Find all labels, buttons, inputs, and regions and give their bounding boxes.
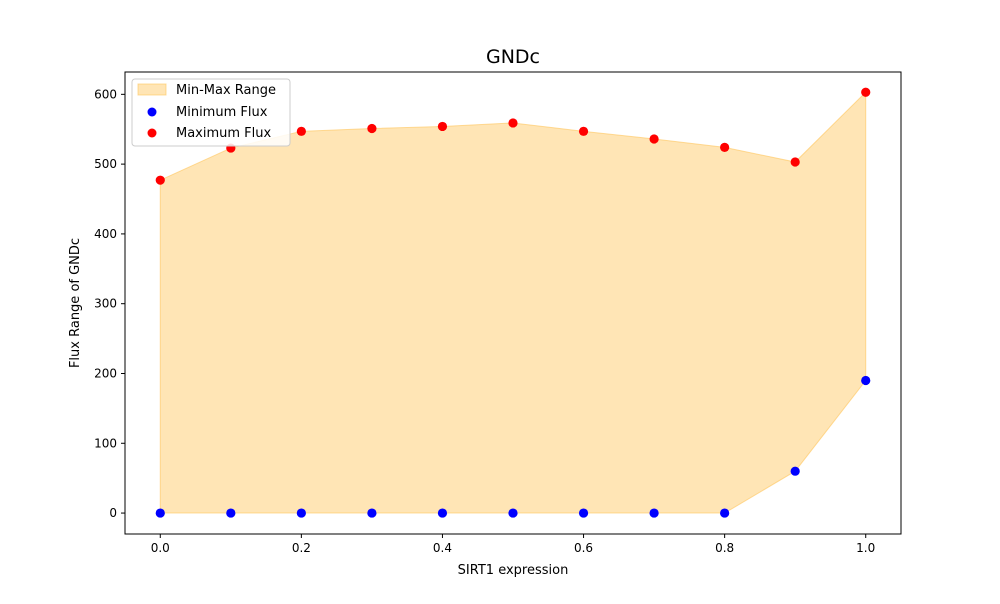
minimum-flux-point — [296, 508, 306, 518]
minimum-flux-point — [790, 466, 800, 476]
y-tick-label: 500 — [94, 157, 117, 171]
legend-label-minimum: Minimum Flux — [176, 105, 268, 120]
minimum-flux-point — [861, 375, 871, 386]
x-tick-label: 0.8 — [715, 541, 734, 555]
x-axis-label: SIRT1 expression — [458, 563, 569, 578]
legend-label-maximum: Maximum Flux — [176, 126, 272, 141]
x-tick-label: 0.6 — [574, 541, 593, 555]
x-tick-label: 0.0 — [151, 541, 170, 555]
y-axis-ticks: 0 100 200 300 400 500 600 — [94, 87, 125, 520]
x-tick-label: 0.2 — [292, 541, 311, 555]
y-tick-label: 0 — [109, 506, 117, 520]
minimum-flux-point — [367, 508, 377, 518]
y-tick-label: 100 — [94, 436, 117, 450]
maximum-flux-point — [508, 118, 518, 128]
x-tick-label: 0.4 — [433, 541, 452, 555]
min-max-range-area — [159, 91, 867, 514]
maximum-flux-point — [437, 121, 448, 132]
plot-area — [124, 71, 902, 535]
legend-frame — [131, 78, 291, 147]
y-tick-label: 200 — [94, 366, 117, 380]
legend-label-range: Min-Max Range — [176, 83, 276, 98]
x-tick-label: 1.0 — [856, 541, 875, 555]
legend: Min-Max Range Minimum Flux Maximum Flux — [131, 78, 291, 147]
y-axis-label: Flux Range of GNDc — [68, 238, 83, 368]
maximum-flux-point — [861, 87, 871, 97]
y-tick-label: 600 — [94, 87, 117, 101]
maximum-flux-point — [790, 157, 800, 167]
maximum-flux-point — [720, 142, 730, 152]
maximum-flux-point — [578, 126, 589, 136]
legend-swatch-range — [137, 83, 167, 96]
minimum-flux-point — [649, 508, 659, 518]
y-tick-label: 300 — [94, 297, 117, 311]
x-axis-ticks: 0.0 0.2 0.4 0.6 0.8 1.0 — [151, 534, 875, 555]
minimum-flux-point — [720, 508, 730, 518]
minimum-flux-point — [226, 508, 236, 518]
legend-marker-maximum — [147, 128, 157, 138]
minimum-flux-point — [508, 508, 518, 518]
maximum-flux-point — [649, 134, 659, 144]
maximum-flux-point — [296, 126, 306, 136]
maximum-flux-point — [367, 123, 377, 134]
minimum-flux-point — [578, 508, 589, 518]
minimum-flux-point — [155, 508, 165, 518]
minimum-flux-point — [437, 508, 448, 518]
maximum-flux-points — [155, 87, 871, 185]
legend-marker-minimum — [147, 107, 157, 117]
y-tick-label: 400 — [94, 227, 117, 241]
chart-title: GNDc — [486, 46, 540, 68]
plot-frame — [124, 71, 902, 535]
minimum-flux-points — [155, 375, 871, 518]
maximum-flux-point — [155, 175, 165, 185]
